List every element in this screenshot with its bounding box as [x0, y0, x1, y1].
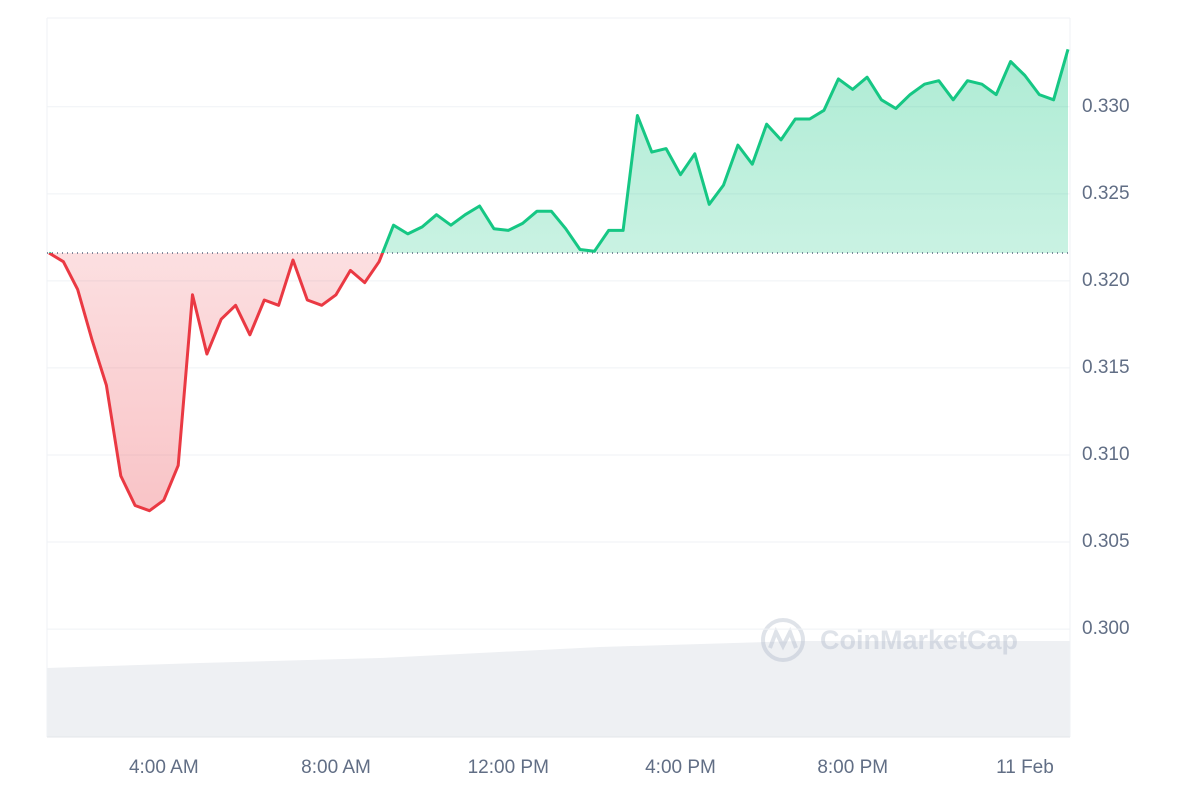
y-tick-label: 0.315: [1082, 357, 1130, 378]
y-tick-label: 0.300: [1082, 618, 1130, 639]
y-tick-label: 0.320: [1082, 270, 1130, 291]
x-tick-label: 4:00 PM: [645, 757, 716, 778]
watermark: CoinMarketCap: [761, 618, 1018, 662]
y-tick-label: 0.305: [1082, 531, 1130, 552]
watermark-text: CoinMarketCap: [820, 625, 1018, 655]
volume-area: [47, 641, 1070, 737]
area-up: [49, 49, 1068, 254]
x-tick-label: 11 Feb: [996, 757, 1054, 778]
x-tick-label: 8:00 AM: [301, 757, 371, 778]
x-tick-label: 4:00 AM: [129, 757, 199, 778]
area-down: [49, 253, 383, 511]
price-line-down: [48, 253, 385, 513]
price-line-up: [48, 48, 1070, 254]
x-tick-label: 8:00 PM: [817, 757, 888, 778]
y-tick-label: 0.310: [1082, 444, 1130, 465]
y-tick-label: 0.330: [1082, 96, 1130, 117]
y-tick-label: 0.325: [1082, 183, 1130, 204]
x-tick-label: 12:00 PM: [468, 757, 549, 778]
